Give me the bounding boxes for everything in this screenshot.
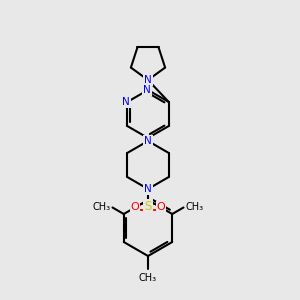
Text: S: S bbox=[144, 200, 152, 214]
Text: CH₃: CH₃ bbox=[139, 273, 157, 283]
Text: N: N bbox=[144, 136, 152, 146]
Text: N: N bbox=[122, 97, 130, 107]
Text: CH₃: CH₃ bbox=[92, 202, 110, 212]
Text: O: O bbox=[157, 202, 165, 212]
Text: CH₃: CH₃ bbox=[185, 202, 204, 212]
Text: O: O bbox=[130, 202, 140, 212]
Text: N: N bbox=[143, 85, 151, 95]
Text: N: N bbox=[144, 184, 152, 194]
Text: N: N bbox=[144, 75, 152, 85]
